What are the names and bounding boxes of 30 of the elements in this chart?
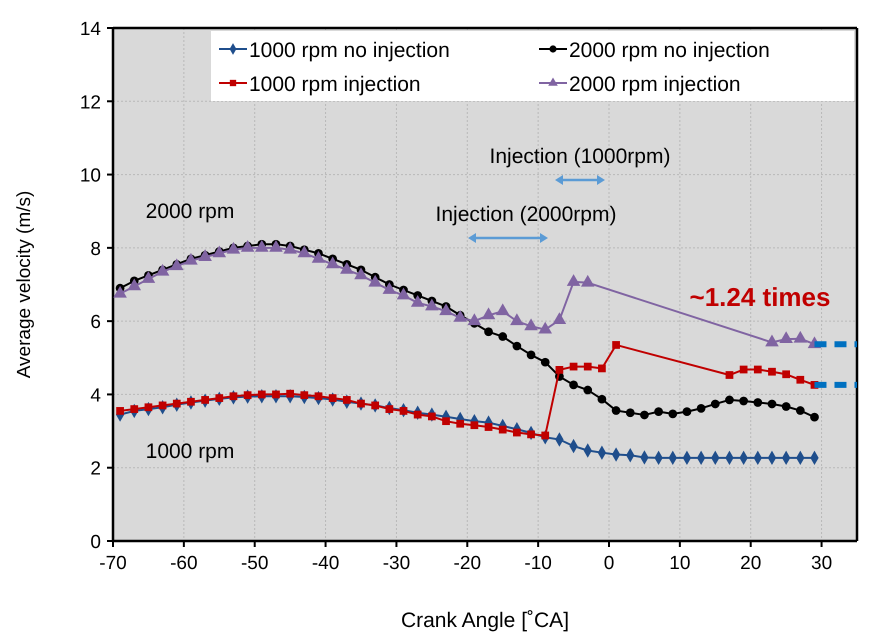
x-tick-label: -40 [312, 553, 340, 574]
legend-label: 2000 rpm injection [569, 73, 741, 96]
x-tick-label: 0 [604, 553, 614, 574]
y-tick-label: 8 [90, 238, 101, 260]
x-tick-label: -10 [524, 553, 552, 574]
legend-label: 1000 rpm injection [249, 73, 421, 96]
y-axis-title: Average velocity (m/s) [14, 190, 35, 378]
y-tick-label: 12 [80, 92, 101, 114]
x-tick-label: -30 [382, 553, 410, 574]
x-tick-label: -50 [240, 553, 268, 574]
y-tick-label: 14 [80, 19, 102, 40]
annotation: ~1.24 times [690, 282, 830, 312]
x-tick-label: 20 [740, 553, 762, 574]
x-tick-label: 10 [669, 553, 690, 574]
x-tick-label: -70 [99, 553, 127, 574]
x-tick-label: -60 [170, 553, 198, 574]
annotation: 2000 rpm [146, 200, 234, 223]
y-tick-label: 2 [90, 458, 101, 480]
x-axis-title: Crank Angle [˚CA] [400, 609, 570, 632]
x-tick-label: -20 [454, 553, 482, 574]
annotation: Injection (1000rpm) [490, 145, 670, 168]
y-tick-label: 4 [90, 385, 102, 406]
y-tick-label: 10 [80, 166, 101, 187]
annotation: 1000 rpm [146, 440, 234, 463]
y-tick-label: 0 [90, 532, 101, 553]
x-tick-label: 30 [811, 553, 832, 574]
legend-label: 2000 rpm no injection [569, 39, 770, 62]
annotation: Injection (2000rpm) [436, 203, 616, 226]
legend-label: 1000 rpm no injection [249, 39, 450, 62]
y-tick-label: 6 [90, 312, 101, 334]
